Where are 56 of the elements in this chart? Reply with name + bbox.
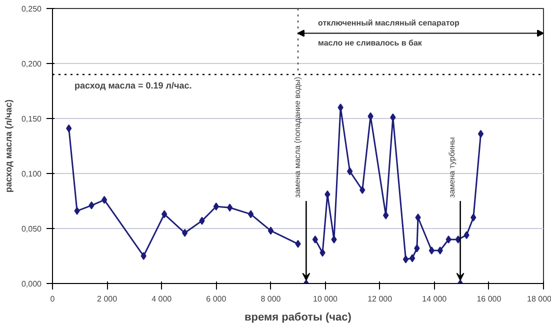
x-tick-label: 12 000: [368, 294, 393, 304]
y-tick-label: 0,250: [21, 4, 42, 14]
point: [162, 210, 168, 218]
point: [248, 210, 254, 218]
y-tick-label: 0,000: [21, 280, 42, 288]
x-tick-label: 6 000: [206, 294, 227, 304]
point: [402, 255, 409, 264]
y-tick-label: 0,100: [21, 170, 42, 178]
x-tick-label: 2 000: [97, 294, 118, 304]
annotation: отключенный масляный сепаратор: [318, 18, 460, 28]
point: [101, 196, 108, 204]
point: [74, 206, 80, 215]
point: [346, 167, 353, 176]
point: [390, 113, 396, 122]
point: [338, 104, 344, 112]
x-tick-label: 8 000: [260, 294, 282, 304]
point: [324, 190, 330, 198]
point: [312, 236, 318, 244]
ref-line-label: расход масла = 0.19 л/час.: [74, 80, 192, 90]
point: [213, 202, 219, 210]
x-tick-label: 16 000: [476, 294, 502, 304]
point: [226, 204, 233, 212]
point: [446, 236, 452, 244]
point: [199, 216, 205, 225]
point: [470, 214, 476, 222]
point: [437, 246, 443, 254]
point: [268, 226, 274, 235]
annotation: масло не сливалось в бак: [318, 38, 423, 48]
point: [464, 231, 470, 240]
y-axis-title: расход масла (л/час): [3, 100, 14, 192]
y-tick-label: 0,200: [21, 60, 42, 68]
point: [478, 130, 484, 138]
x-tick-label: 10 000: [313, 294, 338, 304]
point: [88, 201, 94, 210]
y-tick-label: 0,150: [21, 114, 42, 124]
point: [368, 112, 374, 120]
point: [295, 240, 301, 248]
point: [414, 244, 420, 252]
point: [428, 246, 434, 254]
point: [383, 211, 389, 220]
point: [140, 252, 146, 260]
point: [320, 248, 326, 257]
point: [360, 186, 366, 194]
annotation: замена масла (попадание воды): [293, 76, 302, 198]
point: [331, 236, 337, 244]
point: [415, 214, 421, 222]
point: [409, 254, 416, 262]
x-tick-label: 0: [50, 294, 56, 304]
x-tick-label: 4 000: [152, 294, 172, 304]
x-tick-label: 18 000: [527, 294, 551, 304]
annotation: замена турбины: [447, 136, 456, 198]
y-tick-label: 0,050: [21, 224, 42, 234]
x-axis-title: время работы (час): [244, 312, 352, 324]
x-tick-label: 14 000: [422, 294, 448, 304]
point: [182, 228, 188, 237]
point: [66, 124, 72, 132]
